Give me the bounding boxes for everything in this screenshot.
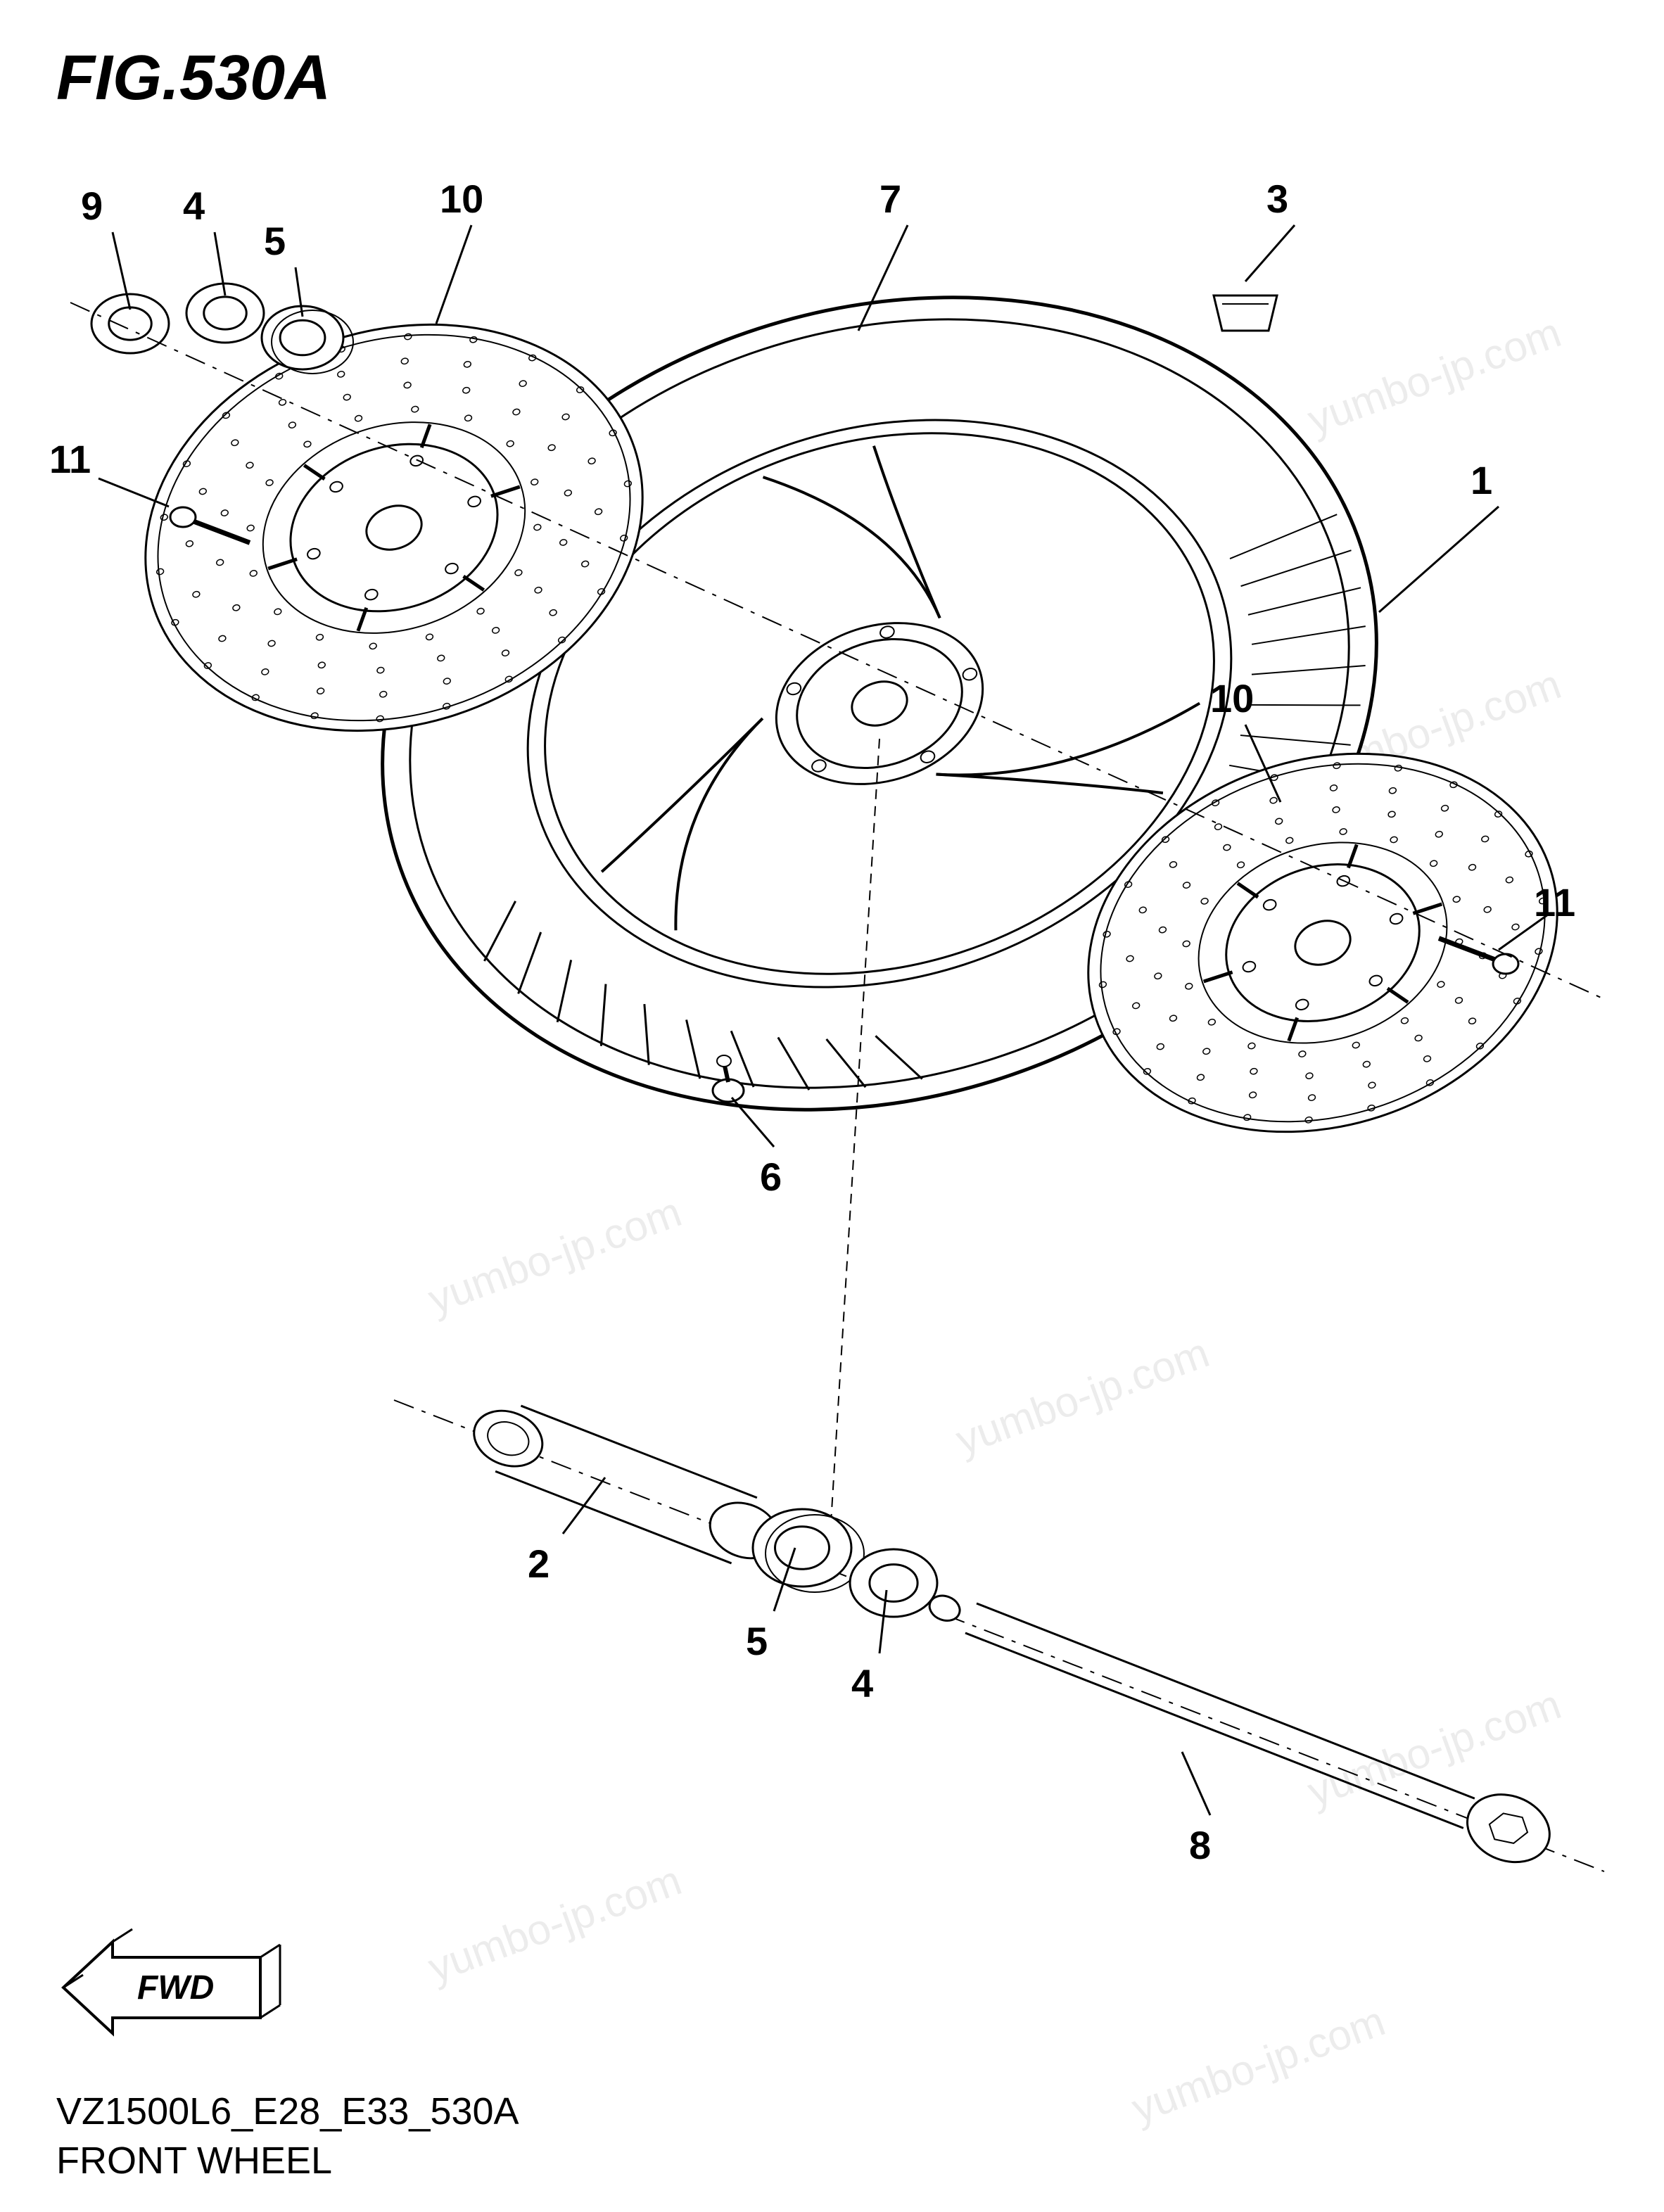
callout-5: 5 xyxy=(264,218,286,264)
callout-7: 7 xyxy=(879,176,901,222)
callout-9: 9 xyxy=(81,183,103,229)
callout-2: 2 xyxy=(528,1541,550,1587)
callout-1: 1 xyxy=(1471,457,1492,503)
callout-4: 4 xyxy=(183,183,205,229)
callout-11: 11 xyxy=(49,436,91,482)
callout-8: 8 xyxy=(1189,1822,1211,1868)
callout-3: 3 xyxy=(1266,176,1288,222)
callout-10b: 10 xyxy=(1210,675,1254,721)
footer-part-name: FRONT WHEEL xyxy=(56,2139,332,2182)
parts-diagram xyxy=(0,0,1664,2212)
callout-5b: 5 xyxy=(746,1618,768,1664)
callout-11b: 11 xyxy=(1534,879,1575,925)
footer-model-code: VZ1500L6_E28_E33_530A xyxy=(56,2090,519,2133)
callout-6: 6 xyxy=(760,1154,782,1200)
callout-4b: 4 xyxy=(851,1660,873,1706)
callout-10: 10 xyxy=(440,176,483,222)
